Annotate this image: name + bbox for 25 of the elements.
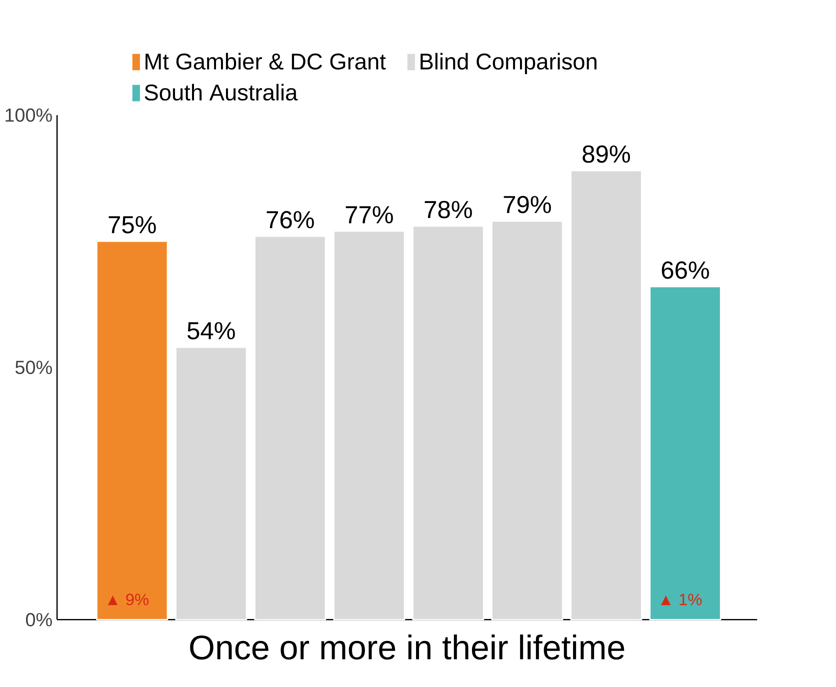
bar [254,236,326,620]
legend-label: Mt Gambier & DC Grant [146,53,386,70]
data-label: 89% [582,145,630,163]
bar [96,240,168,620]
bar [175,346,248,620]
bar [412,226,484,620]
bar [333,230,406,620]
data-label: 77% [346,206,393,224]
bar [491,220,564,620]
y-tick-label: 50% [15,360,52,374]
y-tick-label: 100% [6,108,52,122]
x-axis-title: Once or more in their lifetime [190,634,624,660]
data-label: 78% [424,200,472,218]
bar [649,286,722,620]
annotation: ▲ 9% [108,594,149,606]
data-label: 76% [266,211,314,228]
data-label: 66% [662,262,709,279]
legend-label: South Australia [144,84,298,101]
legend-label: Blind Comparison [420,53,596,74]
data-label: 79% [504,196,551,214]
y-tick-label: 0% [26,613,52,626]
data-label: 54% [188,322,235,340]
data-label: 75% [108,216,156,234]
annotation: ▲ 1% [661,594,702,606]
bar [570,170,642,620]
